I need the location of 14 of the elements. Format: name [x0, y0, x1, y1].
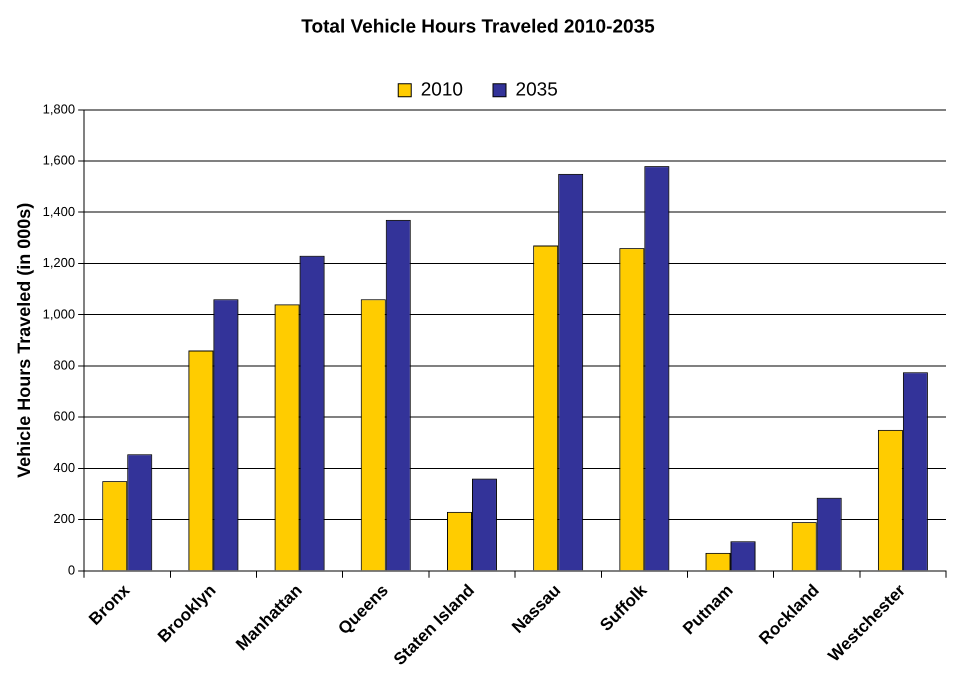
- y-tick-label: 800: [53, 357, 76, 372]
- y-tick-label: 400: [53, 460, 76, 475]
- legend-label: 2035: [516, 80, 558, 101]
- y-tick-label: 1,000: [42, 306, 76, 322]
- y-tick-label: 1,200: [42, 255, 76, 270]
- y-axis-title: Vehicle Hours Traveled (in 000s): [14, 202, 34, 478]
- y-tick-label: 1,400: [42, 204, 76, 219]
- y-tick-label: 0: [68, 562, 76, 578]
- legend-label: 2010: [420, 80, 464, 101]
- y-tick-label: 1,600: [42, 152, 76, 168]
- y-tick-label: 600: [53, 408, 76, 424]
- y-tick-label: 200: [53, 511, 76, 526]
- chart-title: Total Vehicle Hours Traveled 2010-2035: [301, 16, 656, 38]
- y-tick-label: 1,800: [42, 101, 76, 116]
